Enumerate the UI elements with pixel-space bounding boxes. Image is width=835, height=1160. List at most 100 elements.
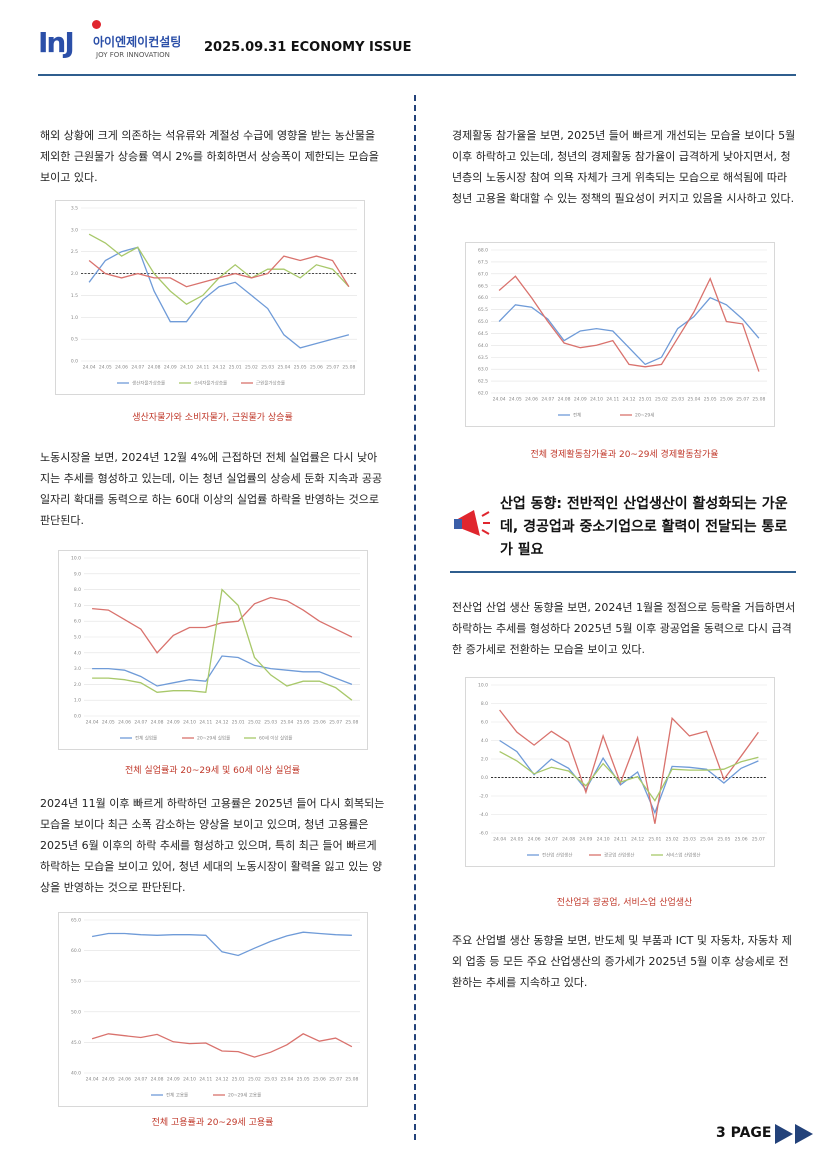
x-tick-label: 25.07 <box>329 1077 342 1083</box>
caption: 전체 실업률과 20~29세 및 60세 이상 실업률 <box>125 766 300 776</box>
y-tick-label: 6.0 <box>74 619 81 625</box>
y-tick-label: 62.5 <box>478 379 488 385</box>
series-line <box>499 751 759 802</box>
x-tick-label: 24.04 <box>86 720 99 726</box>
x-tick-label: 24.06 <box>115 365 128 371</box>
x-tick-label: 25.03 <box>264 720 277 726</box>
x-tick-label: 24.12 <box>216 720 229 726</box>
y-tick-label: 1.0 <box>71 315 78 321</box>
y-tick-label: 1.5 <box>71 293 78 299</box>
section-heading: 산업 동향: 전반적인 산업생산이 활성화되는 가운데, 경공업과 중소기업으로… <box>500 496 788 558</box>
chart-frame <box>465 677 775 867</box>
x-tick-label: 25.05 <box>297 1077 310 1083</box>
x-tick-label: 25.03 <box>683 837 696 843</box>
megaphone-icon <box>454 510 490 536</box>
y-tick-label: 8.0 <box>481 701 488 707</box>
x-tick-label: 25.04 <box>687 397 700 403</box>
x-tick-label: 25.02 <box>245 365 258 371</box>
x-tick-label: 24.09 <box>579 837 592 843</box>
y-tick-label: 64.0 <box>478 343 488 349</box>
x-tick-label: 24.11 <box>196 365 209 371</box>
x-tick-label: 25.01 <box>639 397 652 403</box>
page-number: 3 PAGE <box>716 1125 772 1141</box>
column-divider <box>414 95 416 1140</box>
y-tick-label: 5.0 <box>74 635 81 641</box>
x-tick-label: 24.11 <box>199 720 212 726</box>
caption: 생산자물가와 소비자물가, 근원물가 상승률 <box>132 413 293 423</box>
x-tick-label: 24.06 <box>525 397 538 403</box>
paragraph: 해외 상황에 크게 의존하는 석유류와 계절성 수급에 영향을 받는 농산물을 … <box>40 129 379 184</box>
y-tick-label: 66.5 <box>478 283 488 289</box>
y-tick-label: 63.0 <box>478 367 488 373</box>
x-tick-label: 24.07 <box>134 1077 147 1083</box>
y-tick-label: 0.0 <box>74 714 81 720</box>
x-tick-label: 25.01 <box>232 720 245 726</box>
y-tick-label: 7.0 <box>74 603 81 609</box>
y-tick-label: 10.0 <box>478 683 488 689</box>
x-tick-label: 24.09 <box>167 1077 180 1083</box>
x-tick-label: 24.10 <box>597 837 610 843</box>
chart: 0.00.51.01.52.02.53.03.524.04 24.05 24.06 2… <box>55 200 365 395</box>
x-tick-label: 24.04 <box>83 365 96 371</box>
y-tick-label: 6.0 <box>481 720 488 726</box>
legend-label: 전체 고용률 <box>166 1092 188 1099</box>
x-tick-label: 25.05 <box>294 365 307 371</box>
x-tick-label: 24.05 <box>510 837 523 843</box>
chart: 62.0 62.5 63.0 63.5 64.0 64.5 65.0 65.5 66.0 66.5… <box>465 242 775 427</box>
x-tick-label: 24.04 <box>493 397 506 403</box>
legend-label: 근원물가상승률 <box>256 380 285 387</box>
y-tick-label: 10.0 <box>71 556 81 562</box>
paragraph: 노동시장을 보면, 2024년 12월 4%에 근접하던 전체 실업률은 다시 … <box>40 451 383 527</box>
x-tick-label: 25.05 <box>704 397 717 403</box>
y-tick-label: 63.5 <box>478 355 488 361</box>
x-tick-label: 24.04 <box>493 837 506 843</box>
chart: -6.0 -4.0 -2.0 0.0 2.0 4.0 6.0 8.0 10.0 24.04 24.0… <box>465 677 775 867</box>
y-tick-label: 3.5 <box>71 206 78 212</box>
logo-dot <box>92 20 101 29</box>
x-tick-label: 25.05 <box>717 837 730 843</box>
x-tick-label: 25.06 <box>735 837 748 843</box>
page-arrows <box>775 1124 813 1144</box>
chart: 40.045.050.055.060.065.024.04 24.05 24.06 2… <box>58 912 368 1107</box>
y-tick-label: 0.5 <box>71 337 78 343</box>
chart-frame <box>55 200 365 395</box>
y-tick-label: 2.0 <box>71 271 78 277</box>
x-tick-label: 24.10 <box>590 397 603 403</box>
y-tick-label: 2.0 <box>481 757 488 763</box>
x-tick-label: 24.12 <box>216 1077 229 1083</box>
x-tick-label: 24.09 <box>164 365 177 371</box>
x-tick-label: 24.05 <box>102 720 115 726</box>
y-tick-label: 1.0 <box>74 698 81 704</box>
y-tick-label: 50.0 <box>71 1009 81 1015</box>
x-tick-label: 24.12 <box>623 397 636 403</box>
y-tick-label: 4.0 <box>481 738 488 744</box>
legend-label: 광공업 산업생산 <box>604 852 634 859</box>
y-tick-label: -4.0 <box>479 812 488 818</box>
y-tick-label: 65.0 <box>478 319 488 325</box>
x-tick-label: 24.08 <box>151 720 164 726</box>
legend-label: 전체 실업률 <box>135 735 157 742</box>
x-tick-label: 24.09 <box>574 397 587 403</box>
y-tick-label: 0.0 <box>481 775 488 781</box>
caption: 전체 경제활동참가율과 20~29세 경제활동참가율 <box>530 450 719 460</box>
series-line <box>92 588 353 701</box>
x-tick-label: 25.07 <box>326 365 339 371</box>
y-tick-label: 9.0 <box>74 571 81 577</box>
y-tick-label: 68.0 <box>478 248 488 254</box>
paragraph: 전산업 산업 생산 동향을 보면, 2024년 1월을 정점으로 등락을 거듭하… <box>452 601 796 656</box>
legend-label: 60세 이상 실업률 <box>259 735 292 742</box>
y-tick-label: 2.5 <box>71 249 78 255</box>
chart: 0.01.02.03.04.05.06.07.08.09.010.024.04 2… <box>58 550 368 750</box>
x-tick-label: 25.07 <box>752 837 765 843</box>
series-line <box>88 255 350 288</box>
x-tick-label: 25.06 <box>313 720 326 726</box>
x-tick-label: 24.12 <box>213 365 226 371</box>
y-tick-label: 45.0 <box>71 1040 81 1046</box>
series-line <box>499 709 759 824</box>
y-tick-label: 40.0 <box>71 1071 81 1077</box>
x-tick-label: 24.08 <box>148 365 161 371</box>
x-tick-label: 25.02 <box>248 1077 261 1083</box>
series-line <box>91 1033 353 1058</box>
issue: 2025.09.31 ECONOMY ISSUE <box>204 40 412 55</box>
x-tick-label: 24.07 <box>545 837 558 843</box>
